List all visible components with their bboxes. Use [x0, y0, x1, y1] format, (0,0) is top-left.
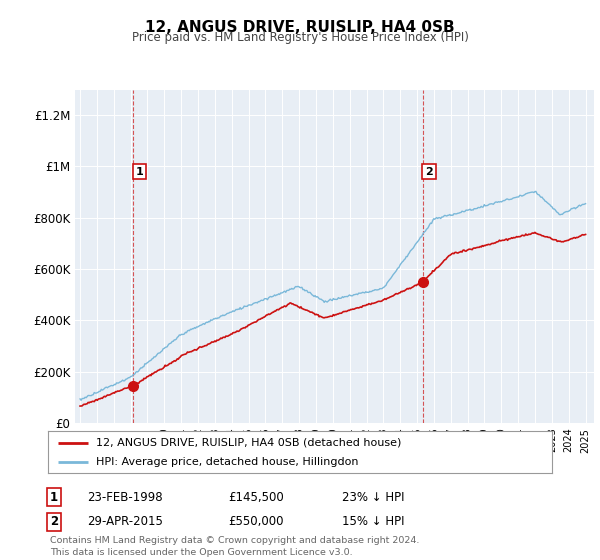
- Text: Price paid vs. HM Land Registry's House Price Index (HPI): Price paid vs. HM Land Registry's House …: [131, 31, 469, 44]
- Text: 1: 1: [136, 167, 143, 176]
- Text: 12, ANGUS DRIVE, RUISLIP, HA4 0SB: 12, ANGUS DRIVE, RUISLIP, HA4 0SB: [145, 20, 455, 35]
- Text: HPI: Average price, detached house, Hillingdon: HPI: Average price, detached house, Hill…: [96, 457, 358, 467]
- Text: 2: 2: [50, 515, 58, 529]
- Text: 23-FEB-1998: 23-FEB-1998: [87, 491, 163, 504]
- Text: £550,000: £550,000: [228, 515, 284, 529]
- Text: 29-APR-2015: 29-APR-2015: [87, 515, 163, 529]
- Text: 23% ↓ HPI: 23% ↓ HPI: [342, 491, 404, 504]
- Text: Contains HM Land Registry data © Crown copyright and database right 2024.
This d: Contains HM Land Registry data © Crown c…: [50, 536, 419, 557]
- Text: 1: 1: [50, 491, 58, 504]
- Text: 12, ANGUS DRIVE, RUISLIP, HA4 0SB (detached house): 12, ANGUS DRIVE, RUISLIP, HA4 0SB (detac…: [96, 437, 401, 447]
- Text: £145,500: £145,500: [228, 491, 284, 504]
- Text: 2: 2: [425, 167, 433, 176]
- Text: 15% ↓ HPI: 15% ↓ HPI: [342, 515, 404, 529]
